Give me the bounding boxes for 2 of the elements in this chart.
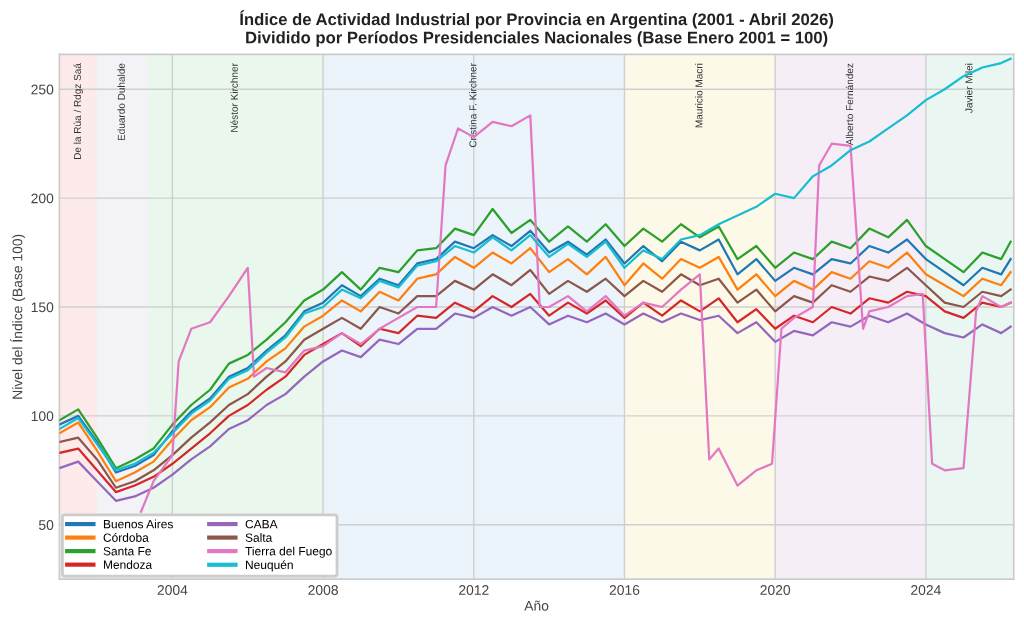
chart-title: Índice de Actividad Industrial por Provincia en Argentina (2001 - Abril 2026) (240, 10, 834, 29)
chart-subtitle: Dividido por Períodos Presidenciales Nacionales (Base Enero 2001 = 100) (246, 31, 828, 47)
